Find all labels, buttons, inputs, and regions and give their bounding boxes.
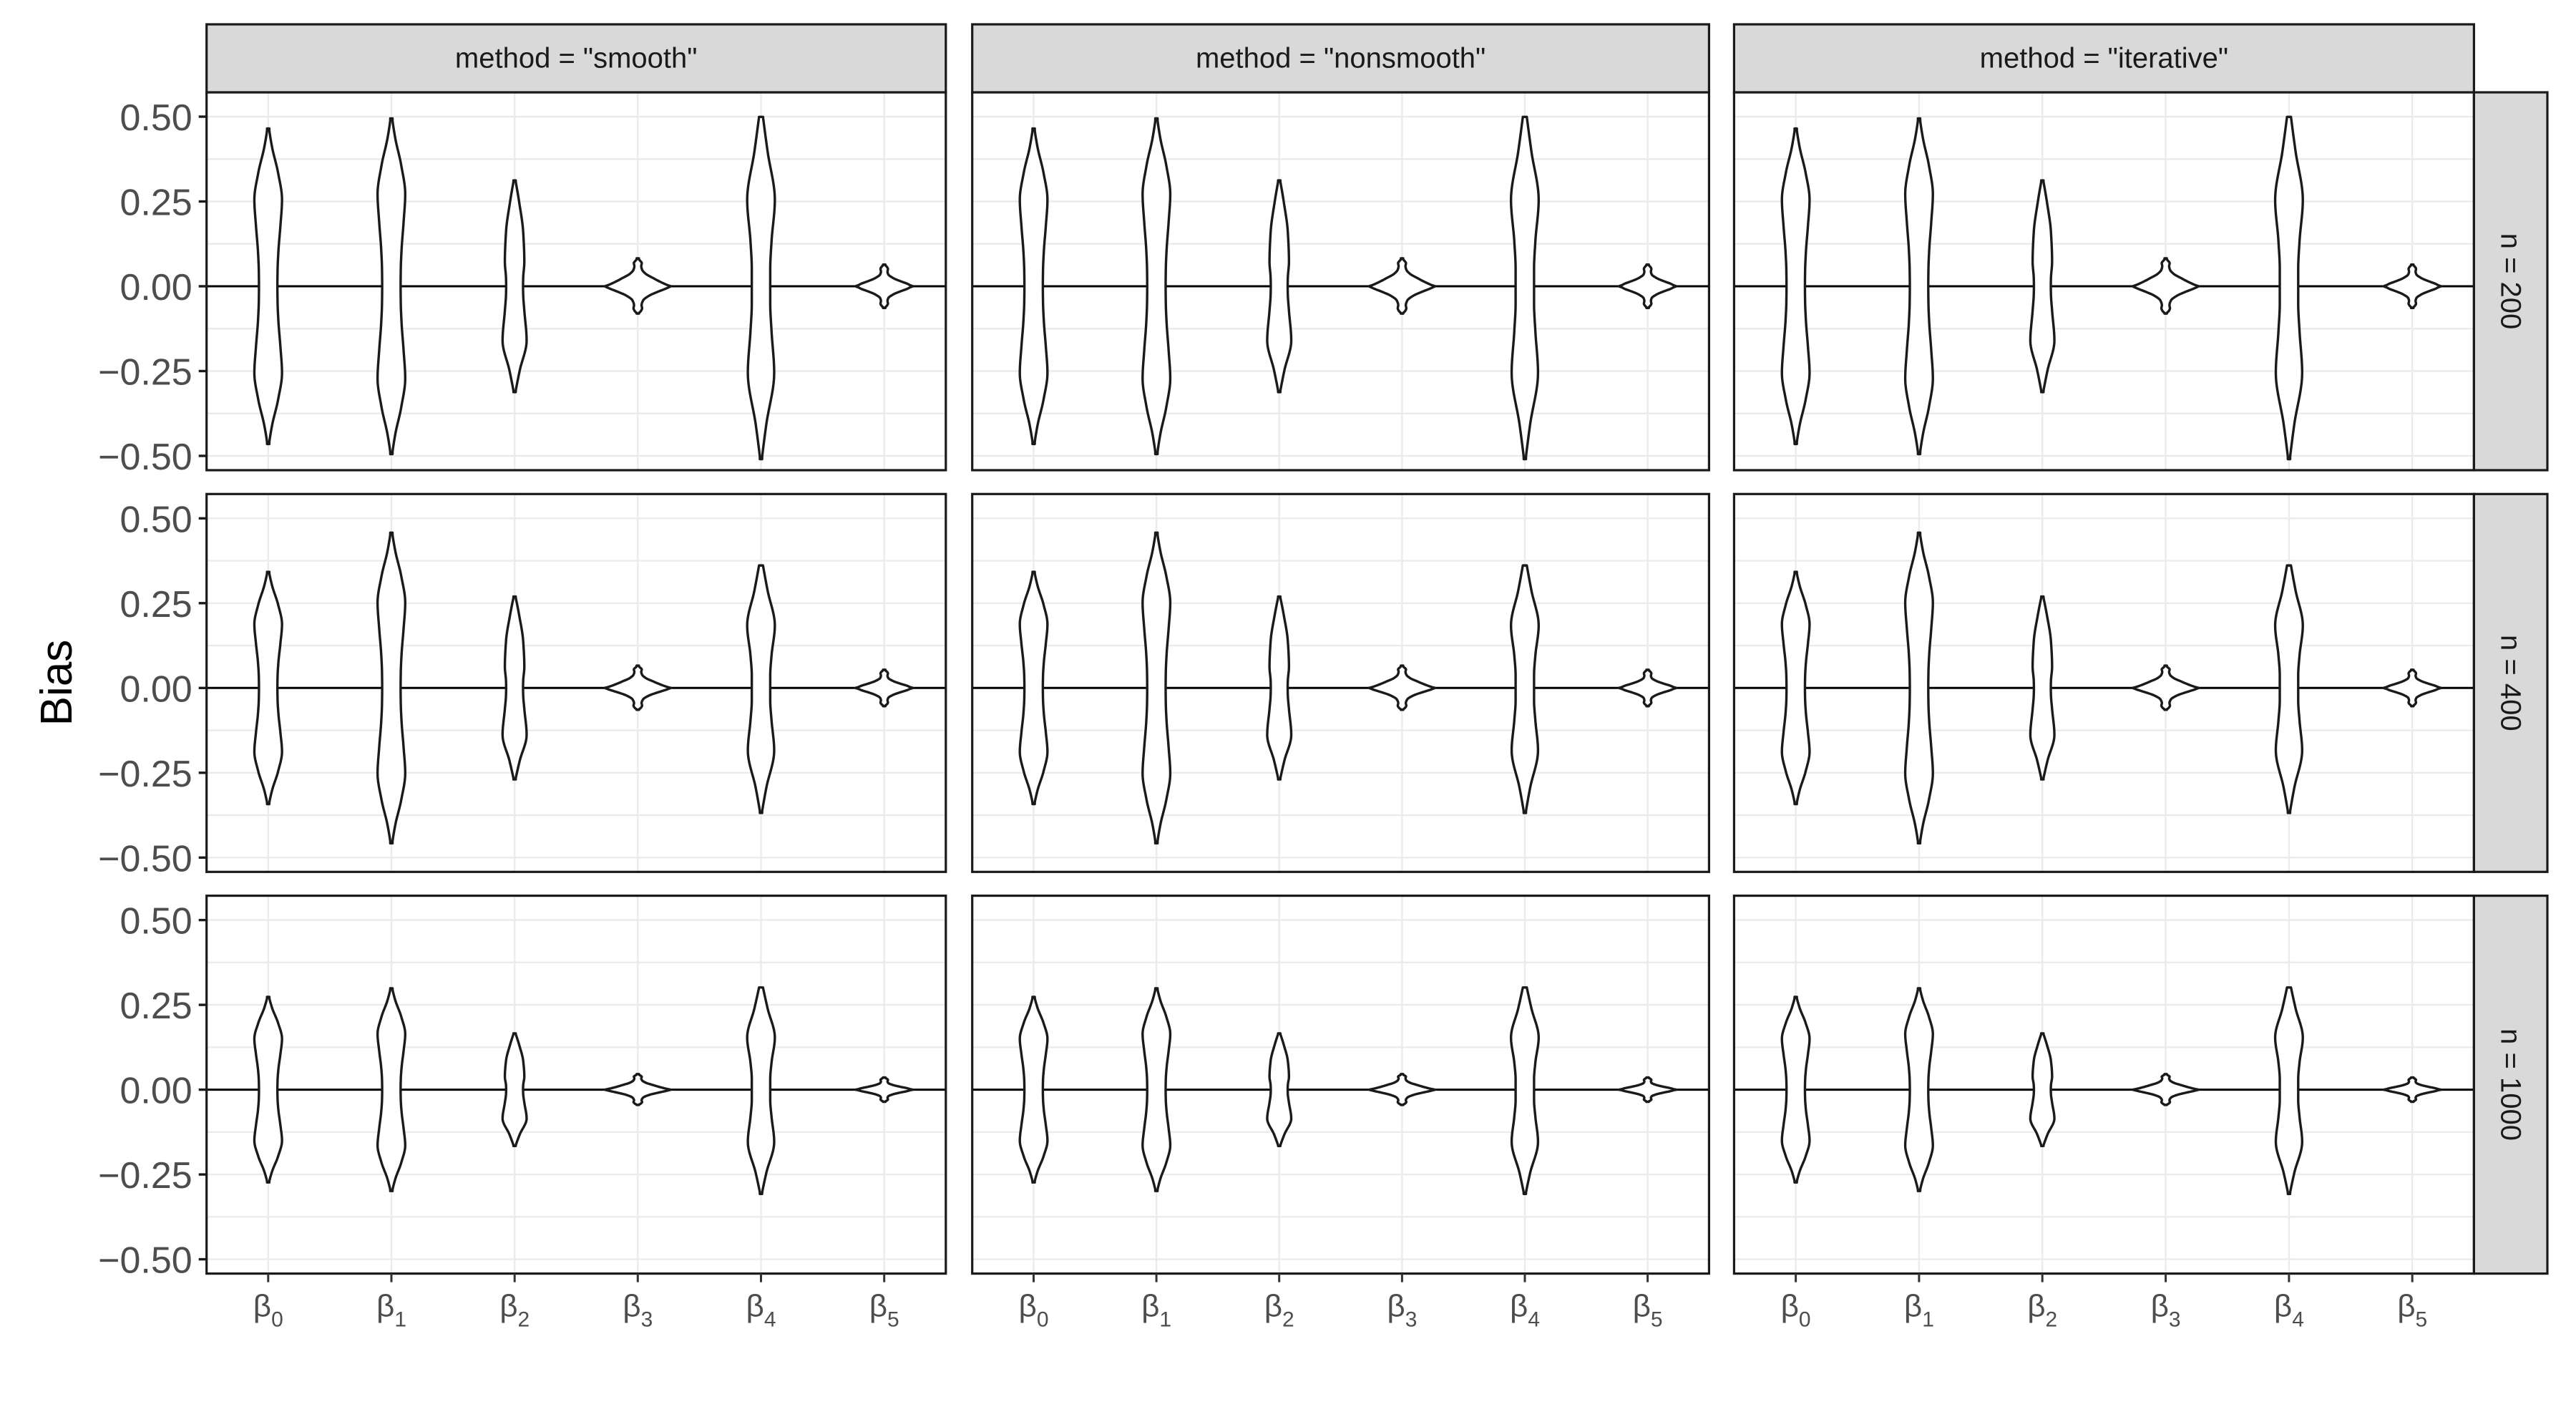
- svg-text:0.25: 0.25: [119, 985, 192, 1027]
- svg-text:β4: β4: [746, 1289, 776, 1332]
- svg-text:−0.25: −0.25: [98, 754, 192, 795]
- svg-text:β0: β0: [1781, 1289, 1811, 1332]
- svg-text:0.00: 0.00: [119, 267, 192, 308]
- svg-text:β0: β0: [1019, 1289, 1049, 1332]
- svg-text:0.50: 0.50: [119, 97, 192, 139]
- svg-text:0.50: 0.50: [119, 499, 192, 540]
- svg-text:β1: β1: [376, 1289, 406, 1332]
- svg-text:0.25: 0.25: [119, 584, 192, 625]
- svg-text:β5: β5: [2397, 1289, 2427, 1332]
- svg-text:−0.50: −0.50: [98, 437, 192, 478]
- svg-text:−0.25: −0.25: [98, 1155, 192, 1197]
- svg-text:method = "iterative": method = "iterative": [1980, 43, 2228, 74]
- svg-text:method = "smooth": method = "smooth": [455, 43, 698, 74]
- svg-text:β5: β5: [1633, 1289, 1663, 1332]
- svg-text:β4: β4: [2274, 1289, 2304, 1332]
- svg-text:method = "nonsmooth": method = "nonsmooth": [1196, 43, 1485, 74]
- svg-text:n = 400: n = 400: [2495, 635, 2527, 731]
- svg-text:0.00: 0.00: [119, 668, 192, 710]
- svg-text:n = 200: n = 200: [2495, 233, 2527, 330]
- svg-text:β3: β3: [623, 1289, 653, 1332]
- svg-text:0.50: 0.50: [119, 901, 192, 943]
- svg-text:β5: β5: [869, 1289, 899, 1332]
- svg-text:−0.50: −0.50: [98, 838, 192, 880]
- svg-text:−0.25: −0.25: [98, 352, 192, 394]
- svg-text:β2: β2: [499, 1289, 530, 1332]
- svg-text:β3: β3: [2151, 1289, 2181, 1332]
- svg-text:0.00: 0.00: [119, 1071, 192, 1112]
- svg-text:β1: β1: [1904, 1289, 1934, 1332]
- svg-text:β3: β3: [1387, 1289, 1417, 1332]
- svg-text:β1: β1: [1141, 1289, 1171, 1332]
- svg-text:n = 1000: n = 1000: [2495, 1028, 2527, 1141]
- svg-text:0.25: 0.25: [119, 182, 192, 224]
- svg-text:−0.50: −0.50: [98, 1240, 192, 1282]
- svg-text:β4: β4: [1510, 1289, 1540, 1332]
- svg-text:β2: β2: [1264, 1289, 1294, 1332]
- svg-text:β0: β0: [253, 1289, 283, 1332]
- svg-text:β2: β2: [2027, 1289, 2057, 1332]
